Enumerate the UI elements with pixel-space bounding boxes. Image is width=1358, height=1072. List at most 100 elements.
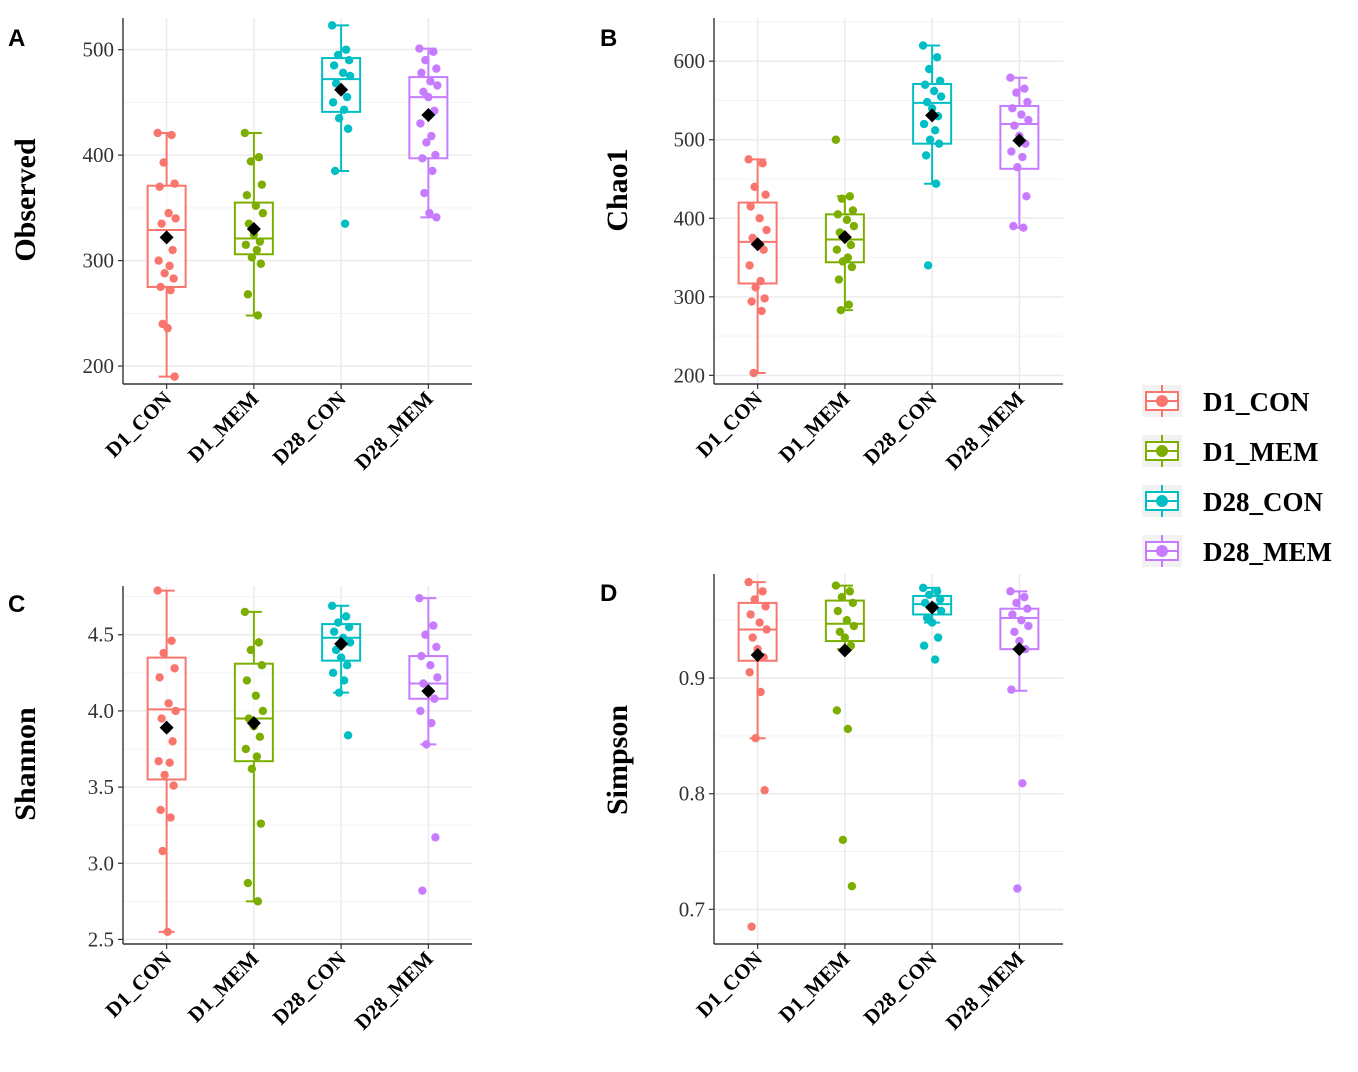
- data-point: [422, 138, 431, 147]
- data-point: [155, 182, 164, 191]
- mean-marker: [334, 636, 349, 651]
- y-axis-title: Simpson: [601, 705, 634, 815]
- data-point: [842, 215, 852, 225]
- data-point: [847, 262, 857, 272]
- data-point: [1008, 610, 1017, 619]
- data-point: [171, 706, 180, 716]
- data-point: [340, 219, 350, 228]
- legend-label: D1_MEM: [1203, 437, 1318, 467]
- data-point: [918, 41, 928, 50]
- data-point: [241, 744, 251, 754]
- data-point: [832, 245, 842, 254]
- x-tick-label: D1_CON: [692, 947, 768, 1023]
- data-point: [153, 128, 162, 138]
- data-point: [166, 813, 175, 822]
- box-d1-mem: [233, 128, 274, 320]
- x-tick-label: D28_CON: [859, 947, 942, 1030]
- data-point: [933, 633, 943, 642]
- data-point: [417, 68, 426, 78]
- data-point: [247, 253, 257, 262]
- data-point: [756, 687, 765, 697]
- data-point: [833, 210, 843, 219]
- data-point: [745, 668, 754, 677]
- mean-marker: [246, 221, 261, 236]
- y-tick-label: 4.0: [88, 699, 114, 723]
- data-point: [755, 214, 764, 223]
- data-point: [762, 225, 771, 235]
- data-point: [328, 668, 338, 678]
- data-point: [744, 577, 753, 587]
- data-point: [344, 622, 354, 632]
- data-point: [163, 323, 172, 333]
- data-point: [936, 606, 946, 616]
- data-point: [748, 633, 757, 642]
- mean-marker: [925, 108, 940, 123]
- box-d1-con: [146, 128, 187, 381]
- data-point: [165, 758, 174, 767]
- data-point: [327, 601, 337, 611]
- legend-key-point: [1156, 395, 1168, 407]
- data-point: [848, 206, 858, 215]
- y-tick-label: 400: [83, 143, 115, 167]
- data-point: [751, 283, 760, 292]
- data-point: [922, 97, 932, 107]
- data-point: [166, 285, 175, 295]
- box-d1-con: [146, 586, 187, 937]
- panel-a: A 200 300 400 500 Observed D1_CON D1_MEM D28_CON…: [8, 18, 472, 474]
- data-point: [256, 819, 266, 828]
- data-point: [170, 372, 179, 381]
- data-point: [253, 897, 263, 906]
- data-point: [746, 610, 755, 619]
- data-point: [1008, 104, 1017, 113]
- data-point: [258, 208, 268, 218]
- data-point: [254, 638, 264, 647]
- data-point: [167, 130, 176, 140]
- data-point: [240, 607, 250, 617]
- data-point: [930, 655, 940, 664]
- x-tick-label: D1_MEM: [774, 386, 855, 467]
- y-axis-title: Shannon: [9, 707, 42, 821]
- data-point: [168, 245, 177, 255]
- data-point: [761, 190, 770, 199]
- data-point: [432, 642, 441, 652]
- data-point: [153, 586, 162, 595]
- data-point: [257, 661, 267, 670]
- data-point: [420, 188, 429, 198]
- data-point: [342, 92, 352, 102]
- data-point: [258, 706, 268, 716]
- data-point: [416, 119, 425, 128]
- data-point: [421, 55, 430, 65]
- data-point: [920, 598, 930, 608]
- data-point: [1007, 147, 1016, 156]
- y-tick-label: 500: [83, 38, 115, 62]
- data-point: [746, 202, 755, 211]
- data-point: [759, 245, 768, 254]
- legend-label: D28_CON: [1203, 487, 1323, 517]
- data-point: [154, 756, 163, 766]
- data-point: [935, 595, 945, 604]
- data-point: [936, 92, 946, 101]
- data-point: [932, 587, 942, 596]
- data-point: [1020, 592, 1029, 602]
- data-point: [756, 276, 765, 286]
- data-point: [416, 706, 425, 716]
- data-point: [343, 731, 353, 740]
- data-point: [419, 87, 428, 97]
- data-point: [421, 630, 430, 639]
- data-point: [931, 179, 941, 188]
- data-point: [1010, 121, 1019, 130]
- data-point: [1018, 779, 1027, 788]
- data-point: [160, 269, 169, 278]
- data-point: [1017, 110, 1026, 119]
- data-point: [168, 737, 177, 746]
- data-point: [426, 77, 435, 86]
- y-tick-label: 4.5: [88, 623, 114, 647]
- box-iqr: [737, 601, 778, 662]
- data-point: [339, 105, 349, 114]
- data-point: [242, 676, 252, 685]
- data-point: [927, 104, 937, 113]
- data-point: [923, 261, 933, 270]
- data-point: [1015, 636, 1024, 646]
- data-point: [920, 80, 930, 89]
